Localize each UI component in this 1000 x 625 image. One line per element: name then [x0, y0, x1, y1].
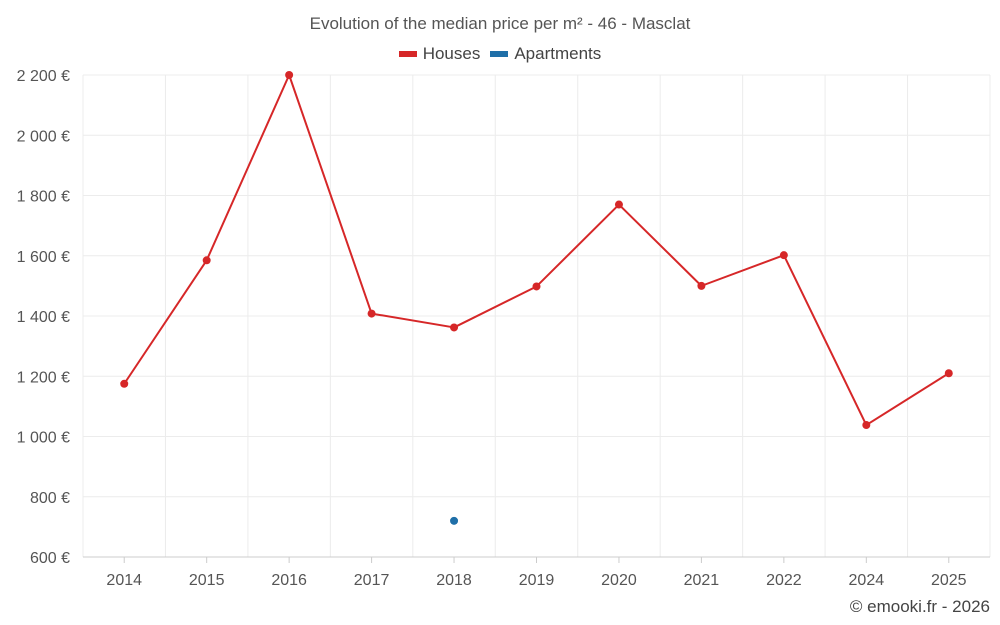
y-tick-label: 1 200 €: [17, 369, 70, 386]
data-point-houses: [532, 282, 541, 291]
y-tick-label: 2 000 €: [17, 128, 70, 145]
x-tick-label: 2019: [519, 572, 555, 589]
credit-text: © emooki.fr - 2026: [849, 597, 990, 616]
y-tick-label: 1 400 €: [17, 309, 70, 326]
y-tick-label: 800 €: [30, 490, 70, 507]
data-point-houses: [944, 369, 953, 378]
legend-label-apartments: Apartments: [514, 44, 602, 63]
x-tick-label: 2020: [601, 572, 637, 589]
data-point-houses: [862, 421, 871, 430]
legend-item-apartments[interactable]: Apartments: [490, 44, 601, 64]
chart-title: Evolution of the median price per m² - 4…: [309, 14, 691, 33]
legend: Houses Apartments: [0, 44, 1000, 64]
data-point-houses: [450, 323, 459, 332]
x-tick-label: 2025: [931, 572, 967, 589]
legend-label-houses: Houses: [422, 44, 481, 63]
x-tick-label: 2017: [354, 572, 390, 589]
y-tick-label: 1 000 €: [17, 430, 70, 447]
data-point-houses: [697, 281, 706, 290]
data-point-houses: [779, 251, 788, 260]
data-point-houses: [285, 71, 294, 79]
x-tick-label: 2015: [189, 572, 225, 589]
x-tick-label: 2018: [436, 572, 472, 589]
y-tick-label: 1 800 €: [17, 189, 70, 206]
y-tick-label: 1 600 €: [17, 249, 70, 266]
y-tick-label: 600 €: [30, 550, 70, 567]
data-point-houses: [367, 309, 376, 318]
data-point-houses: [614, 200, 623, 209]
x-tick-label: 2021: [684, 572, 720, 589]
x-tick-label: 2016: [271, 572, 307, 589]
y-tick-label: 2 200 €: [17, 68, 70, 85]
legend-swatch-houses: [398, 51, 417, 57]
x-tick-label: 2014: [106, 572, 142, 589]
data-point-houses: [120, 379, 129, 388]
x-tick-label: 2024: [849, 572, 885, 589]
data-point-houses: [202, 256, 211, 265]
x-tick-label: 2022: [766, 572, 802, 589]
legend-item-houses[interactable]: Houses: [398, 44, 481, 64]
legend-swatch-apartments: [490, 51, 509, 57]
data-point-apartments: [450, 516, 459, 525]
